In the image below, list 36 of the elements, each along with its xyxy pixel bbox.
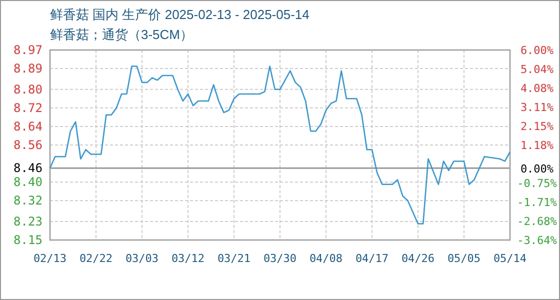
line-series	[49, 66, 511, 224]
x-tick-label: 03/21	[217, 252, 251, 265]
y2-tick-label: 4.08%	[520, 82, 554, 95]
y-tick-label: 8.80	[14, 82, 42, 96]
chart-subtitle: 鲜香菇；通货（3-5CM）	[50, 27, 194, 42]
y-tick-label: 8.56	[14, 138, 42, 152]
y-tick-label: 8.64	[14, 119, 42, 134]
y2-tick-label: 3.11%	[520, 100, 554, 114]
y-tick-label: 8.32	[14, 194, 42, 208]
x-tick-label: 02/13	[33, 252, 67, 265]
y2-tick-label: 0.00%	[520, 162, 554, 176]
x-tick-label: 02/22	[79, 252, 113, 265]
chart-title: 鲜香菇 国内 生产价 2025-02-13 - 2025-05-14	[50, 7, 310, 22]
y2-tick-label: 5.04%	[520, 62, 554, 76]
x-tick-label: 05/05	[447, 252, 481, 265]
y2-tick-label: -2.68%	[517, 215, 558, 228]
x-tick-label: 04/26	[401, 252, 435, 265]
y-tick-label: 8.15	[14, 233, 42, 247]
y2-tick-label: 1.18%	[520, 139, 554, 152]
x-tick-label: 04/08	[309, 252, 343, 265]
y-tick-label: 8.46	[14, 161, 42, 176]
y2-tick-label: 6.00%	[520, 44, 554, 57]
x-tick-label: 03/03	[125, 252, 159, 265]
x-tick-label: 03/12	[171, 252, 205, 265]
x-tick-label: 05/14	[493, 252, 527, 265]
y2-tick-label: -3.64%	[517, 234, 558, 247]
y2-tick-label: -1.71%	[517, 196, 558, 209]
x-tick-label: 04/17	[355, 252, 389, 265]
y-tick-label: 8.89	[14, 62, 42, 76]
y-tick-label: 8.23	[14, 214, 42, 228]
y-tick-label: 8.40	[14, 175, 42, 190]
y2-tick-label: 2.15%	[520, 120, 554, 133]
x-tick-label: 03/30	[263, 252, 297, 265]
y-tick-label: 8.97	[14, 43, 42, 57]
y2-tick-label: -0.75%	[517, 177, 558, 190]
y-tick-label: 8.72	[14, 100, 42, 115]
